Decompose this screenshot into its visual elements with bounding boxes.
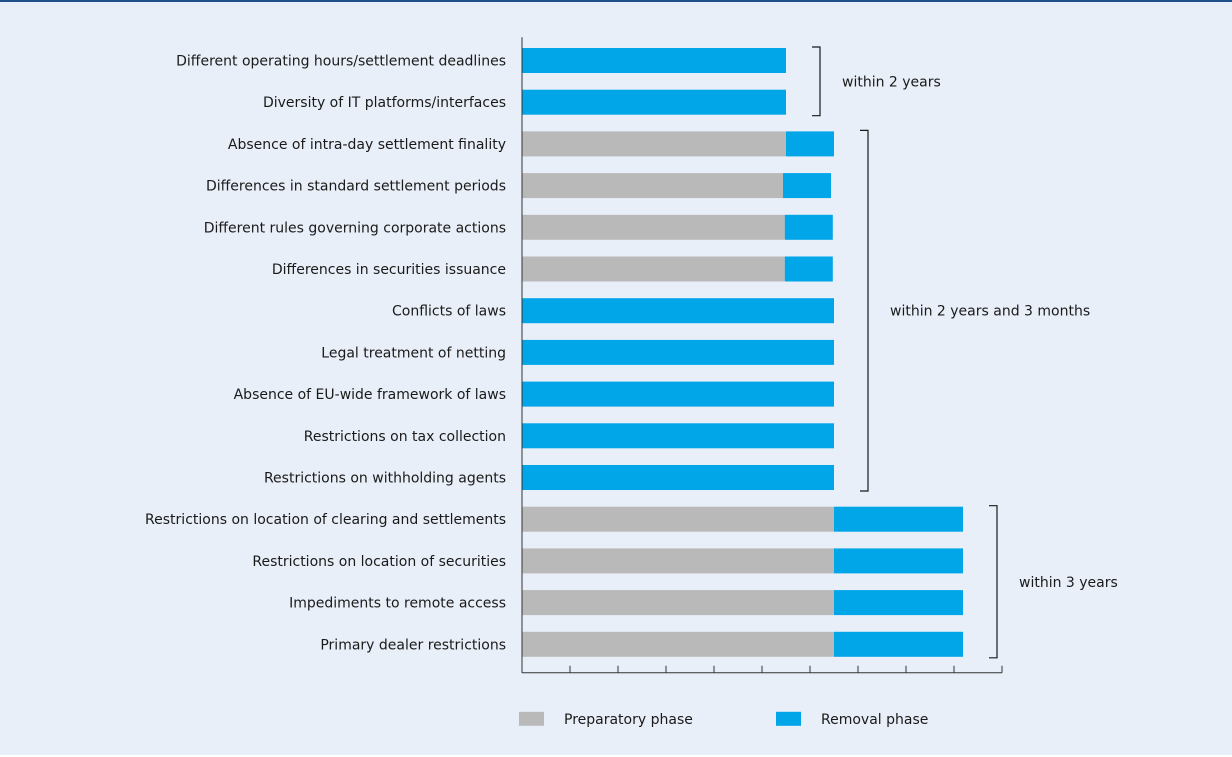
legend-swatch-0 (519, 711, 544, 726)
legend-label-0: Preparatory phase (564, 712, 693, 728)
category-label-8: Absence of EU-wide framework of laws (234, 387, 506, 403)
preparatory-bar-2 (522, 131, 786, 157)
category-label-7: Legal treatment of netting (321, 345, 506, 361)
timeframe-label-0: within 2 years (842, 74, 941, 90)
category-label-12: Restrictions on location of securities (252, 554, 506, 570)
preparatory-bar-4 (522, 214, 785, 240)
removal-bar-8 (522, 381, 834, 407)
x-axis (521, 37, 1003, 674)
removal-bar-5 (784, 256, 833, 282)
preparatory-bar-11 (522, 506, 834, 532)
preparatory-bar-5 (522, 256, 785, 282)
removal-bar-4 (784, 214, 833, 240)
preparatory-bar-3 (522, 173, 783, 199)
preparatory-bar-13 (522, 590, 834, 616)
removal-bar-12 (834, 548, 963, 574)
legend: Preparatory phase Removal phase (519, 711, 928, 728)
removal-bar-1 (522, 89, 786, 115)
category-label-1: Diversity of IT platforms/interfaces (263, 95, 506, 111)
removal-bar-2 (786, 131, 834, 157)
category-labels: Different operating hours/settlement dea… (145, 54, 506, 654)
timeframe-label-1: within 2 years and 3 months (890, 304, 1090, 320)
category-label-4: Different rules governing corporate acti… (204, 220, 506, 236)
removal-bar-9 (522, 423, 834, 449)
bars-layer (522, 48, 963, 657)
category-label-2: Absence of intra-day settlement finality (228, 137, 506, 153)
timeframe-bracket-0 (812, 46, 821, 117)
preparatory-bar-12 (522, 548, 834, 574)
legend-label-1: Removal phase (821, 712, 928, 728)
removal-bar-11 (834, 506, 963, 532)
removal-bar-10 (522, 465, 834, 490)
category-label-11: Restrictions on location of clearing and… (145, 512, 506, 528)
timeframe-bracket-2 (989, 505, 998, 659)
timeframe-label-2: within 3 years (1019, 575, 1118, 591)
category-label-9: Restrictions on tax collection (304, 429, 506, 445)
category-label-14: Primary dealer restrictions (320, 637, 506, 653)
category-label-3: Differences in standard settlement perio… (206, 179, 506, 195)
category-label-5: Differences in securities issuance (272, 262, 506, 278)
removal-bar-3 (783, 173, 831, 199)
category-label-0: Different operating hours/settlement dea… (176, 54, 506, 70)
timeframe-bracket-1 (860, 129, 869, 492)
legend-swatch-1 (776, 711, 801, 726)
removal-bar-14 (834, 631, 963, 657)
category-label-6: Conflicts of laws (392, 304, 506, 320)
category-label-10: Restrictions on withholding agents (264, 471, 506, 487)
removal-bar-13 (834, 590, 963, 616)
removal-bar-0 (522, 48, 786, 73)
preparatory-bar-14 (522, 631, 834, 657)
removal-bar-7 (522, 339, 834, 365)
timeframe-brackets: within 2 years within 2 years and 3 month… (812, 46, 1118, 659)
removal-bar-6 (522, 298, 834, 324)
category-label-13: Impediments to remote access (289, 596, 506, 612)
